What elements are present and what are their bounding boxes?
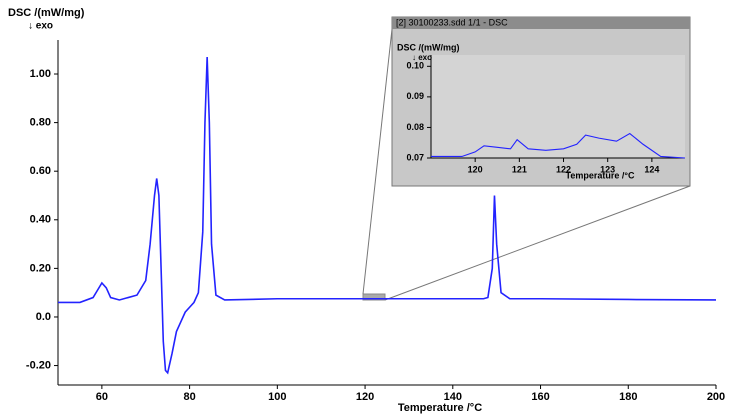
x-tick-label: 180: [619, 391, 637, 403]
annotation: ↓ exo: [412, 53, 432, 62]
x-tick-label: 200: [707, 391, 725, 403]
y-tick-label: 0.08: [406, 122, 424, 132]
y-tick-label: 0.09: [406, 91, 424, 101]
y-tick-label: 0.20: [30, 262, 51, 274]
inset-title: [2] 30100233.sdd 1/1 - DSC: [396, 17, 508, 27]
x-tick-label: 121: [512, 164, 527, 174]
y-tick-label: -0.20: [26, 359, 51, 371]
x-axis-label: Temperature /°C: [398, 402, 482, 414]
y-axis-label: DSC /(mW/mg): [397, 42, 460, 52]
x-tick-label: 140: [444, 391, 462, 403]
x-tick-label: 80: [183, 391, 195, 403]
inset-plot-area: [431, 55, 685, 158]
inset-title-bar: [392, 17, 690, 29]
y-tick-label: 0.60: [30, 165, 51, 177]
x-tick-label: 120: [468, 164, 483, 174]
data-line: [58, 56, 717, 375]
x-tick-label: 100: [268, 391, 286, 403]
data-line: [431, 132, 686, 159]
y-tick-label: 0.40: [30, 214, 51, 226]
zoom-connector: [384, 185, 691, 301]
y-tick-label: 0.10: [406, 61, 424, 71]
x-tick-label: 120: [356, 391, 374, 403]
zoom-region: [362, 293, 386, 301]
annotation: ↓ exo: [28, 21, 53, 32]
x-tick-label: 60: [96, 391, 108, 403]
x-tick-label: 122: [556, 164, 571, 174]
x-tick-label: 123: [600, 164, 615, 174]
x-axis-label: Temperature /°C: [566, 170, 635, 180]
zoom-connector: [362, 28, 393, 295]
y-tick-label: 0.07: [406, 152, 424, 162]
y-tick-label: 0.0: [36, 311, 51, 323]
x-tick-label: 160: [531, 391, 549, 403]
y-tick-label: 0.80: [30, 117, 51, 129]
y-axis-label: DSC /(mW/mg): [8, 7, 85, 19]
x-tick-label: 124: [644, 164, 659, 174]
y-tick-label: 1.00: [30, 68, 51, 80]
